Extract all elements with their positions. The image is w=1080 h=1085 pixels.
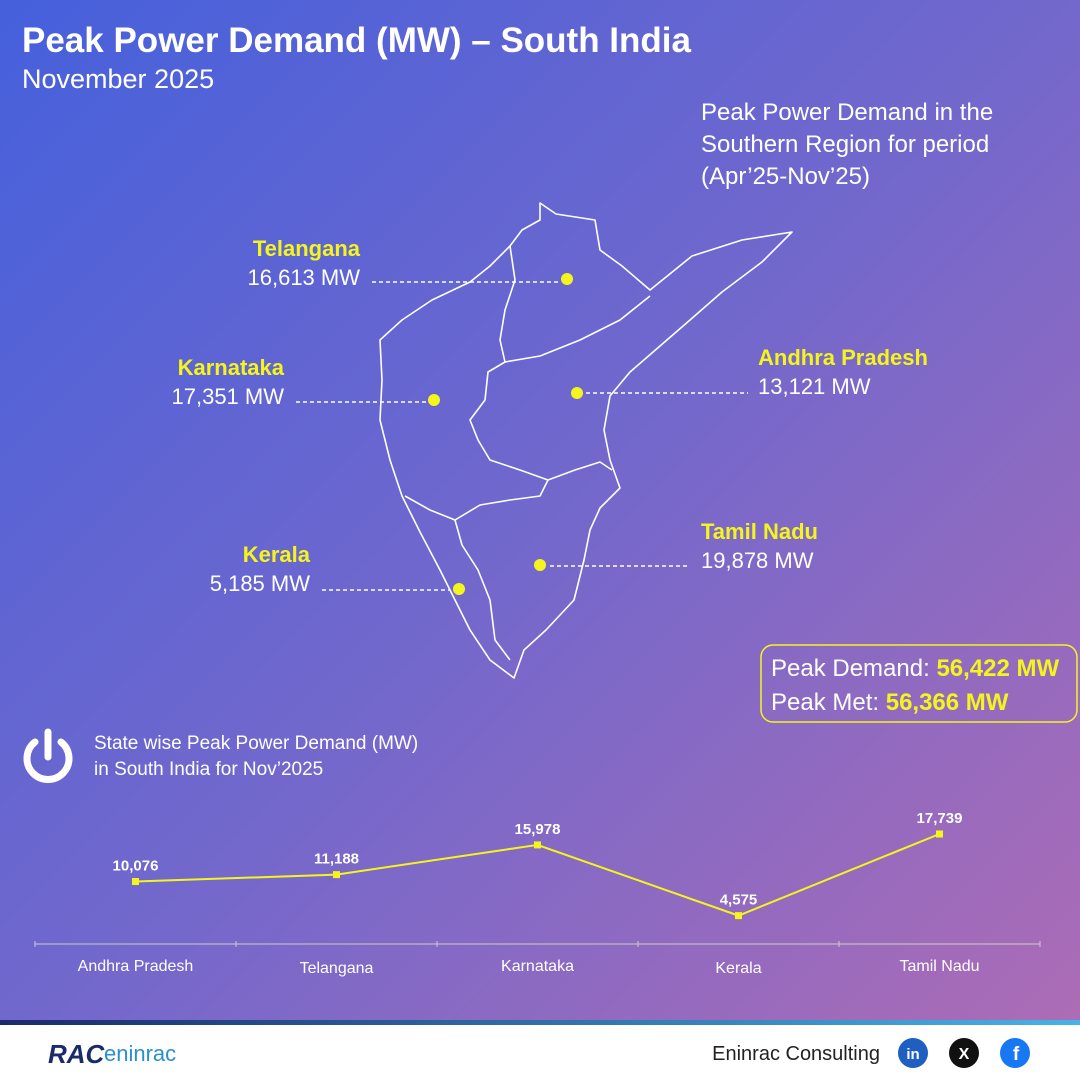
- state-value: 5,185 MW: [210, 571, 310, 596]
- facebook-icon[interactable]: [1000, 1038, 1030, 1068]
- footer-strip: [0, 1020, 1080, 1025]
- value-label: 4,575: [720, 892, 758, 909]
- power-icon: [23, 728, 73, 783]
- map-title: Peak Power Demand in the Southern Region…: [701, 99, 993, 190]
- state-value: 19,878 MW: [701, 548, 814, 573]
- linkedin-glyph: in: [906, 1046, 919, 1063]
- map-title-line: Peak Power Demand in the: [701, 99, 993, 126]
- point: [735, 912, 742, 920]
- brand-mark: RAC: [48, 1039, 106, 1069]
- state-value: 17,351 MW: [172, 384, 285, 409]
- value-label: 15,978: [515, 821, 561, 838]
- summary-box: Peak Demand: 56,422 MW Peak Met: 56,366 …: [760, 644, 1078, 723]
- social-links: in X f: [898, 1038, 1030, 1068]
- chart-title: in South India for Nov’2025: [94, 759, 323, 780]
- x-tick-label: Andhra Pradesh: [78, 958, 194, 975]
- subtitle: November 2025: [22, 64, 214, 94]
- value-label: 17,739: [917, 810, 963, 827]
- state-border: [454, 519, 511, 661]
- point: [936, 830, 943, 838]
- summary-label: Peak Demand:: [771, 655, 930, 682]
- state-name: Andhra Pradesh: [758, 345, 928, 370]
- line-chart: 10,076 11,188 15,978 4,575 17,739 Andhra Prad…: [34, 810, 1041, 977]
- state-value: 16,613 MW: [248, 265, 361, 290]
- state-name: Kerala: [243, 542, 311, 567]
- summary-frame: [760, 644, 1078, 723]
- state-dot: [453, 583, 465, 595]
- map: [379, 202, 793, 679]
- x-tick-label: Telangana: [300, 960, 374, 977]
- state-dot: [571, 387, 583, 399]
- brand-name: eninrac: [104, 1041, 176, 1066]
- icon-arc: [23, 738, 73, 783]
- state-name: Karnataka: [178, 355, 285, 380]
- state-dot: [534, 559, 546, 571]
- x-tick-label: Kerala: [715, 960, 761, 977]
- map-outline: [379, 202, 793, 679]
- summary-value: 56,366 MW: [886, 689, 1009, 716]
- map-title-line: (Apr’25-Nov’25): [701, 163, 870, 190]
- state-dot: [428, 394, 440, 406]
- state-border: [404, 361, 549, 521]
- value-label: 10,076: [113, 858, 159, 875]
- x-icon[interactable]: [949, 1038, 979, 1068]
- facebook-glyph: f: [1013, 1044, 1020, 1065]
- state-border: [547, 461, 613, 481]
- x-tick-label: Tamil Nadu: [899, 958, 979, 975]
- value-label: 11,188: [314, 851, 359, 868]
- map-title-line: Southern Region for period: [701, 131, 989, 158]
- state-name: Tamil Nadu: [701, 519, 818, 544]
- x-tick-label: Karnataka: [501, 958, 574, 975]
- point: [333, 871, 340, 879]
- company-name: Eninrac Consulting: [712, 1043, 880, 1065]
- summary-value: 56,422 MW: [936, 655, 1059, 682]
- state-name: Telangana: [253, 236, 361, 261]
- state-value: 13,121 MW: [758, 374, 871, 399]
- point: [534, 841, 541, 849]
- linkedin-icon[interactable]: [898, 1038, 928, 1068]
- chart-title: State wise Peak Power Demand (MW): [94, 733, 418, 754]
- state-dot: [561, 273, 573, 285]
- point: [132, 878, 139, 886]
- title: Peak Power Demand (MW) – South India: [22, 21, 692, 60]
- summary-line: Peak Demand: 56,422 MW: [771, 655, 1060, 682]
- x-glyph: X: [959, 1046, 970, 1063]
- summary-label: Peak Met:: [771, 689, 879, 716]
- map-labels: Telangana 16,613 MW Karnataka 17,351 MW Andh…: [172, 236, 928, 596]
- summary-line: Peak Met: 56,366 MW: [771, 689, 1009, 716]
